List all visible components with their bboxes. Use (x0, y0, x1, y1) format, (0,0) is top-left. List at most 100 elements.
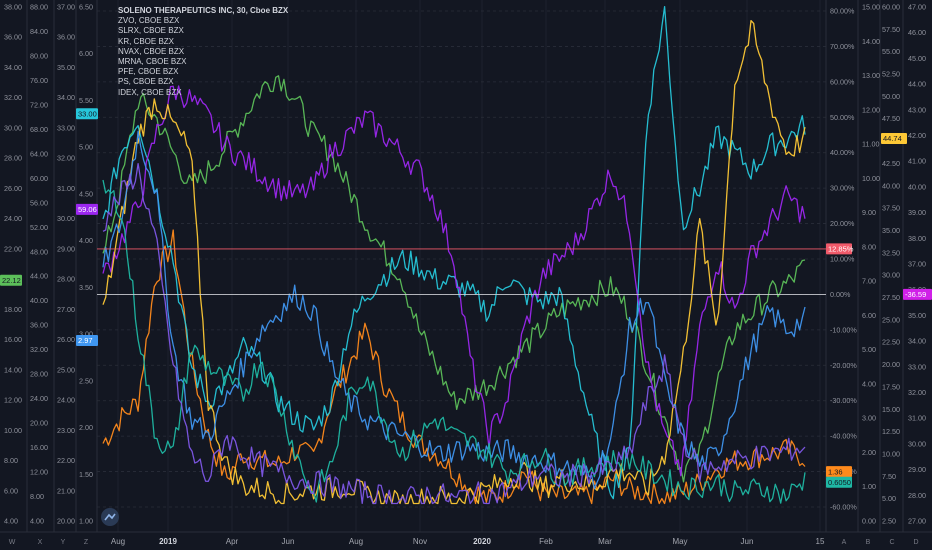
legend-item[interactable]: IDEX, CBOE BZX (118, 87, 182, 97)
legend-item[interactable]: ZVO, CBOE BZX (118, 16, 180, 26)
right-axis-3-tick-label: 32.50 (882, 248, 900, 257)
left-axis-1-tick-label: 14.00 (4, 365, 22, 374)
legend-title: SOLENO THERAPEUTICS INC, 30, Cboe BZX (118, 6, 289, 15)
legend-item[interactable]: PFE, CBOE BZX (118, 67, 179, 77)
time-tick-label: Aug (349, 537, 363, 546)
series-line[interactable] (102, 75, 806, 483)
percent-tick-label: 10.00% (830, 255, 855, 264)
series-line[interactable] (102, 130, 806, 490)
left-axis-3-tick-label: 27.00 (57, 305, 75, 314)
left-axis-2-tick-label: 16.00 (30, 443, 48, 452)
right-axis-2-tick-label: 8.00 (862, 242, 876, 251)
right-axis-3-tick-label: 55.00 (882, 47, 900, 56)
percent-tick-label: -60.00% (830, 503, 857, 512)
scale-corner-label[interactable]: X (38, 539, 43, 546)
scale-corner-label[interactable]: Y (61, 539, 66, 546)
price-tag (826, 243, 852, 255)
left-axis-3-tick-label: 37.00 (57, 3, 75, 12)
price-tag (903, 288, 932, 300)
legend-item[interactable]: NVAX, CBOE BZX (118, 46, 185, 56)
right-axis-4-tick-label: 43.00 (908, 105, 926, 114)
right-axis-3-tick-label: 50.00 (882, 92, 900, 101)
right-axis-4-tick-label: 34.00 (908, 337, 926, 346)
series-line[interactable] (102, 5, 806, 500)
left-axis-1-tick-label: 38.00 (4, 3, 22, 12)
price-tag-label: 0.6050 (828, 478, 851, 487)
left-axis-1-tick-label: 36.00 (4, 33, 22, 42)
time-tick-label: Aug (111, 537, 125, 546)
scale-corner-label[interactable]: B (866, 539, 871, 546)
right-axis-4-tick-label: 46.00 (908, 28, 926, 37)
scale-corner-label[interactable]: D (913, 539, 918, 546)
right-axis-4-tick-label: 27.00 (908, 517, 926, 526)
right-axis-2-tick-label: 2.00 (862, 448, 876, 457)
right-axis-4-tick-label: 28.00 (908, 491, 926, 500)
left-axis-3-tick-label: 21.00 (57, 486, 75, 495)
right-axis-2-tick-label: 7.00 (862, 277, 876, 286)
price-tag (826, 466, 852, 478)
left-axis-4-tick-label: 2.50 (79, 376, 93, 385)
scale-corner-label[interactable]: A (842, 539, 847, 546)
legend-item[interactable]: PS, CBOE BZX (118, 77, 174, 87)
left-axis-3-tick-label: 32.00 (57, 154, 75, 163)
series-line[interactable] (102, 179, 806, 504)
right-axis-3-tick-label: 7.50 (882, 472, 896, 481)
percent-tick-label: 80.00% (830, 7, 855, 16)
series-line[interactable] (102, 85, 806, 477)
left-axis-4-tick-label: 4.00 (79, 236, 93, 245)
percent-tick-label: -30.00% (830, 396, 857, 405)
right-axis-3-tick-label: 42.50 (882, 159, 900, 168)
left-axis-4-tick-label: 3.50 (79, 283, 93, 292)
left-axis-2-tick-label: 52.00 (30, 223, 48, 232)
tradingview-logo-icon[interactable] (101, 508, 119, 526)
left-axis-2-tick-label: 68.00 (30, 125, 48, 134)
left-axis-2-tick-label: 80.00 (30, 51, 48, 60)
left-axis-4-tick-label: 5.00 (79, 143, 93, 152)
right-axis-3-tick-label: 37.50 (882, 204, 900, 213)
left-axis-4-tick-label: 3.00 (79, 330, 93, 339)
time-axis: Aug 2019 Apr Jun Aug Nov 2020 Feb Mar May Jun 15 W X Y… (9, 537, 919, 546)
price-tag (881, 133, 907, 145)
right-axis-3-tick-label: 27.50 (882, 293, 900, 302)
right-axis-2-tick-label: 1.00 (862, 482, 876, 491)
legend-item[interactable]: KR, CBOE BZX (118, 36, 175, 46)
right-axis-3-tick-label: 35.00 (882, 226, 900, 235)
legend-item[interactable]: SLRX, CBOE BZX (118, 26, 184, 36)
series-line[interactable] (102, 229, 806, 505)
left-axis-2-tick-label: 8.00 (30, 492, 44, 501)
right-axis-4-tick-label: 45.00 (908, 54, 926, 63)
scale-corner-label[interactable]: W (9, 539, 16, 546)
right-axis-4-tick-label: 31.00 (908, 414, 926, 423)
right-axis-2-tick-label: 5.00 (862, 345, 876, 354)
series-line[interactable] (102, 162, 806, 505)
percent-tick-label: -10.00% (830, 325, 857, 334)
left-axis-1-tick-label: 12.00 (4, 396, 22, 405)
legend-item[interactable]: MRNA, CBOE BZX (118, 57, 187, 67)
scale-corner-label[interactable]: C (889, 539, 894, 546)
left-axis-3-tick-label: 31.00 (57, 184, 75, 193)
right-axis-2-tick-label: 14.00 (862, 37, 880, 46)
left-axis-4-tick-label: 6.00 (79, 49, 93, 58)
left-axis-3-tick-label: 30.00 (57, 214, 75, 223)
left-axis-3-tick-label: 25.00 (57, 365, 75, 374)
right-axis-2-tick-label: 6.00 (862, 311, 876, 320)
left-axis-2-tick-label: 44.00 (30, 272, 48, 281)
price-axes: 80.00% 70.00% 60.00% 50.00% 40.00% 30.00% 20.0… (0, 0, 932, 533)
left-axis-1-tick-label: 34.00 (4, 63, 22, 72)
reference-lines (97, 248, 826, 295)
right-axis-2-tick-label: 3.00 (862, 414, 876, 423)
right-axis-4-tick-label: 32.00 (908, 388, 926, 397)
left-axis-3-tick-label: 29.00 (57, 244, 75, 253)
price-tag (826, 476, 852, 488)
series-line[interactable] (102, 19, 806, 505)
right-axis-4-tick-label: 40.00 (908, 182, 926, 191)
percent-tick-label: 50.00% (830, 113, 855, 122)
right-axis-3-tick-label: 15.00 (882, 405, 900, 414)
left-axis-2-tick-label: 48.00 (30, 247, 48, 256)
left-axis-4-tick-label: 6.50 (79, 3, 93, 12)
left-axis-1-tick-label: 22.00 (4, 244, 22, 253)
left-axis-1-tick-label: 28.00 (4, 154, 22, 163)
right-axis-4-tick-label: 33.00 (908, 362, 926, 371)
scale-corner-label[interactable]: Z (84, 539, 89, 546)
